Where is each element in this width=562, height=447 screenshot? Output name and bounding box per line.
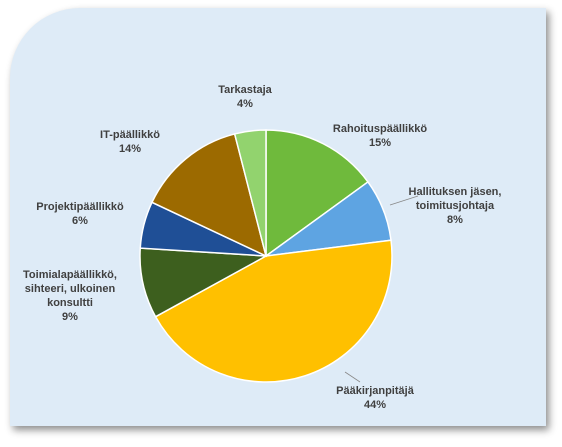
category-label: Pääkirjanpitäjä: [336, 385, 414, 397]
slice-label: Tarkastaja 4%: [195, 83, 295, 111]
value-label: 44%: [363, 399, 387, 411]
category-label: Rahoituspäällikkö: [332, 123, 428, 135]
leader-line: [344, 371, 361, 383]
value-label: 14%: [118, 143, 142, 155]
value-label: 8%: [447, 214, 463, 226]
category-label: Tarkastaja: [218, 84, 272, 96]
category-label: Hallituksen jäsen, toimitusjohtaja: [408, 186, 502, 212]
value-label: 9%: [62, 311, 78, 323]
pie-slice: [265, 129, 369, 258]
pie-slice: [150, 133, 268, 258]
category-label: IT-päällikkö: [100, 129, 160, 141]
slice-label: Pääkirjanpitäjä 44%: [320, 384, 430, 412]
slice-label: Rahoituspäällikkö 15%: [330, 122, 430, 150]
value-label: 4%: [237, 98, 253, 110]
leader-line: [389, 195, 419, 206]
category-label: Projektipäällikkö: [36, 201, 124, 213]
value-label: 15%: [368, 137, 392, 149]
category-label: Toimialapäällikkö, sihteeri, ulkoinen ko…: [23, 269, 117, 309]
pie-slice: [233, 129, 267, 257]
value-label: 6%: [72, 215, 88, 227]
slice-label: Hallituksen jäsen, toimitusjohtaja 8%: [400, 185, 510, 227]
slice-label: Toimialapäällikkö, sihteeri, ulkoinen ko…: [20, 268, 120, 324]
slice-label: Projektipäällikkö 6%: [30, 200, 130, 228]
pie-slice: [154, 239, 393, 383]
slice-label: IT-päällikkö 14%: [90, 128, 170, 156]
